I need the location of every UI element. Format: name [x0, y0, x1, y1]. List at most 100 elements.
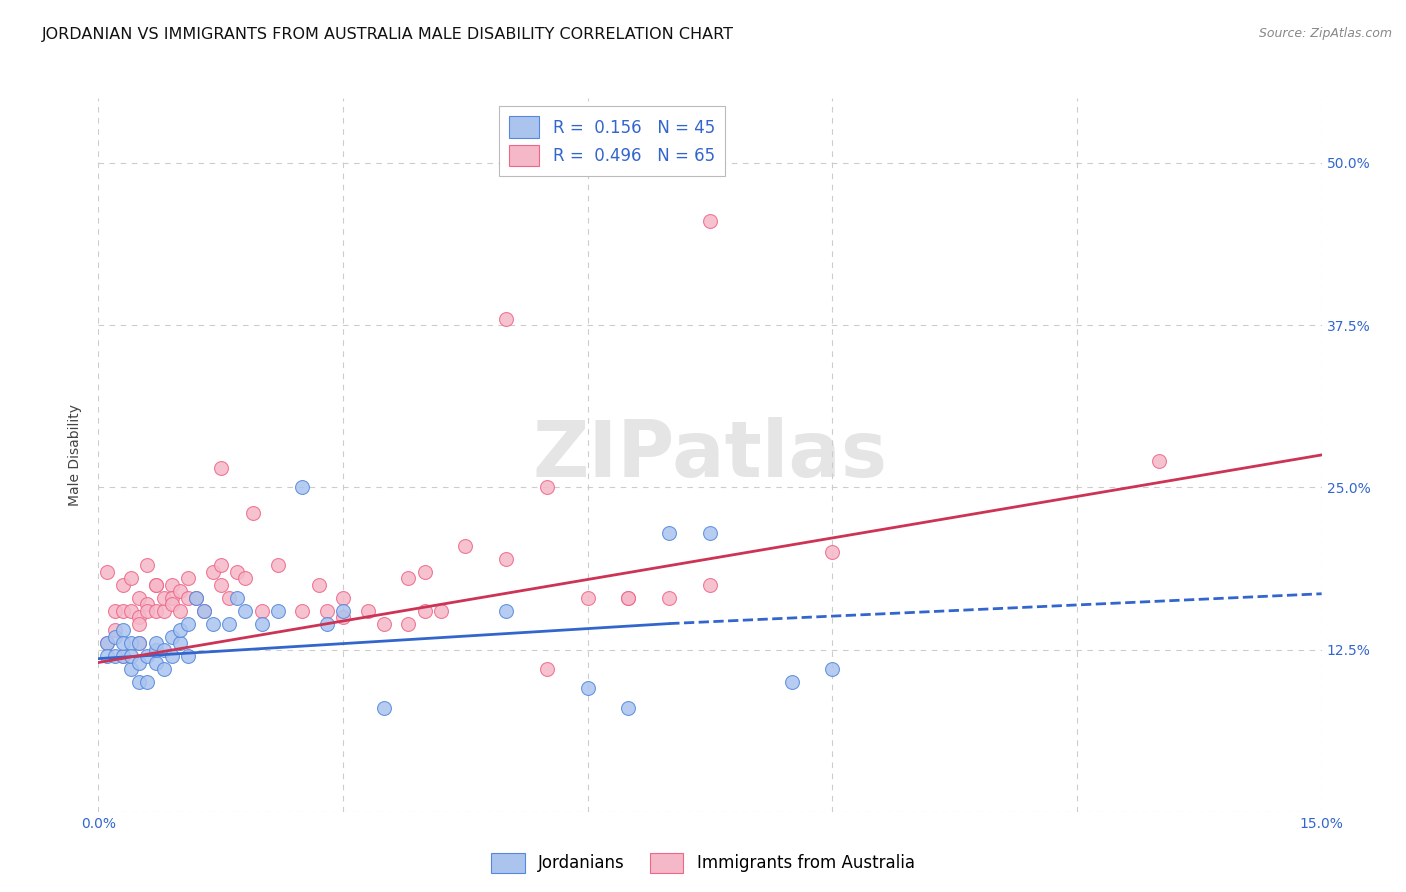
Point	[111, 636, 134, 650]
Point	[413, 604, 436, 618]
Point	[291, 480, 314, 494]
Point	[128, 636, 150, 650]
Point	[315, 604, 337, 618]
Point	[396, 616, 419, 631]
Point	[250, 604, 273, 618]
Point	[576, 681, 599, 696]
Point	[242, 506, 264, 520]
Y-axis label: Male Disability: Male Disability	[69, 404, 83, 506]
Point	[658, 591, 681, 605]
Point	[209, 461, 232, 475]
Point	[226, 565, 249, 579]
Point	[104, 648, 127, 663]
Point	[145, 636, 167, 650]
Point	[495, 551, 517, 566]
Point	[536, 662, 558, 676]
Point	[152, 604, 174, 618]
Point	[218, 591, 240, 605]
Point	[96, 636, 118, 650]
Point	[120, 636, 142, 650]
Point	[617, 701, 640, 715]
Point	[201, 565, 224, 579]
Point	[120, 604, 142, 618]
Point	[658, 525, 681, 540]
Point	[96, 648, 118, 663]
Point	[233, 571, 256, 585]
Point	[373, 701, 395, 715]
Point	[128, 591, 150, 605]
Point	[218, 616, 240, 631]
Point	[128, 610, 150, 624]
Point	[136, 675, 159, 690]
Point	[145, 656, 167, 670]
Point	[104, 623, 127, 637]
Text: Source: ZipAtlas.com: Source: ZipAtlas.com	[1258, 27, 1392, 40]
Point	[120, 662, 142, 676]
Point	[201, 616, 224, 631]
Point	[332, 604, 354, 618]
Point	[250, 616, 273, 631]
Point	[209, 558, 232, 573]
Point	[332, 610, 354, 624]
Point	[186, 591, 208, 605]
Point	[233, 604, 256, 618]
Point	[111, 648, 134, 663]
Point	[128, 675, 150, 690]
Point	[536, 480, 558, 494]
Point	[104, 604, 127, 618]
Point	[152, 662, 174, 676]
Point	[617, 591, 640, 605]
Legend: R =  0.156   N = 45, R =  0.496   N = 65: R = 0.156 N = 45, R = 0.496 N = 65	[499, 106, 725, 176]
Point	[495, 604, 517, 618]
Point	[1147, 454, 1170, 468]
Point	[111, 648, 134, 663]
Point	[177, 648, 200, 663]
Point	[177, 571, 200, 585]
Point	[96, 565, 118, 579]
Point	[160, 597, 183, 611]
Point	[136, 648, 159, 663]
Point	[160, 577, 183, 591]
Point	[454, 539, 477, 553]
Point	[396, 571, 419, 585]
Point	[111, 623, 134, 637]
Point	[699, 525, 721, 540]
Point	[111, 577, 134, 591]
Point	[332, 591, 354, 605]
Point	[780, 675, 803, 690]
Text: JORDANIAN VS IMMIGRANTS FROM AUSTRALIA MALE DISABILITY CORRELATION CHART: JORDANIAN VS IMMIGRANTS FROM AUSTRALIA M…	[42, 27, 734, 42]
Point	[169, 584, 191, 599]
Point	[120, 571, 142, 585]
Point	[617, 591, 640, 605]
Point	[136, 597, 159, 611]
Point	[128, 616, 150, 631]
Point	[193, 604, 215, 618]
Point	[128, 636, 150, 650]
Point	[291, 604, 314, 618]
Point	[104, 630, 127, 644]
Point	[413, 565, 436, 579]
Point	[356, 604, 378, 618]
Point	[169, 604, 191, 618]
Point	[699, 577, 721, 591]
Point	[169, 623, 191, 637]
Point	[111, 604, 134, 618]
Legend: Jordanians, Immigrants from Australia: Jordanians, Immigrants from Australia	[485, 847, 921, 880]
Point	[120, 648, 142, 663]
Point	[160, 630, 183, 644]
Point	[145, 577, 167, 591]
Point	[821, 545, 844, 559]
Point	[430, 604, 453, 618]
Point	[177, 616, 200, 631]
Point	[576, 591, 599, 605]
Point	[145, 577, 167, 591]
Point	[152, 591, 174, 605]
Point	[699, 214, 721, 228]
Point	[128, 656, 150, 670]
Point	[145, 604, 167, 618]
Point	[495, 311, 517, 326]
Point	[373, 616, 395, 631]
Point	[821, 662, 844, 676]
Point	[209, 577, 232, 591]
Point	[315, 616, 337, 631]
